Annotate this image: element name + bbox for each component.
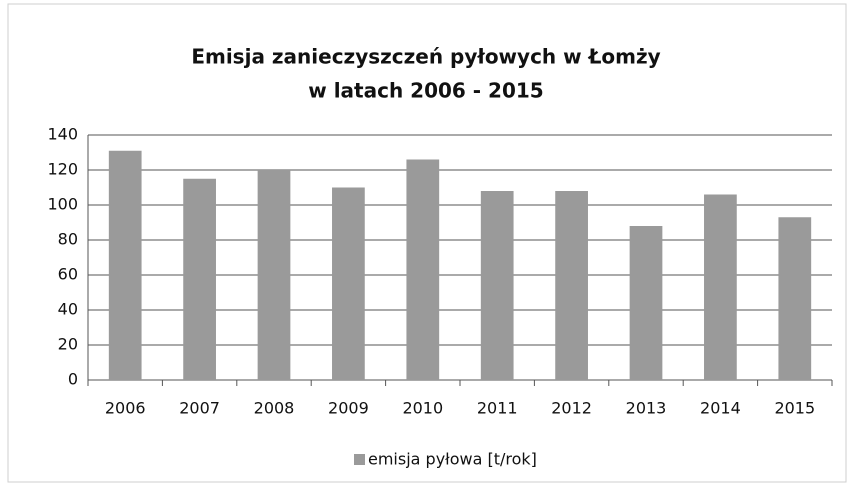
x-tick-label: 2013 xyxy=(626,399,667,418)
x-tick-label: 2015 xyxy=(774,399,815,418)
y-tick-label: 60 xyxy=(58,265,78,284)
legend-label: emisja pyłowa [t/rok] xyxy=(368,450,537,469)
y-tick-label: 0 xyxy=(68,370,78,389)
x-tick-label: 2014 xyxy=(700,399,741,418)
x-tick-label: 2010 xyxy=(402,399,443,418)
chart-title: w latach 2006 - 2015 xyxy=(308,79,543,103)
bar xyxy=(629,226,663,380)
x-tick-label: 2006 xyxy=(105,399,146,418)
bar xyxy=(704,194,737,380)
bar xyxy=(778,217,812,380)
x-tick-label: 2007 xyxy=(179,399,220,418)
x-tick-label: 2009 xyxy=(328,399,369,418)
bar xyxy=(555,191,588,380)
y-tick-label: 140 xyxy=(47,125,78,144)
bar xyxy=(332,187,365,380)
bar xyxy=(183,178,216,380)
bar xyxy=(406,159,440,380)
chart-title: Emisja zanieczyszczeń pyłowych w Łomży xyxy=(191,45,660,69)
bar xyxy=(480,191,514,380)
y-tick-label: 80 xyxy=(58,230,78,249)
bar xyxy=(257,170,291,380)
y-tick-label: 20 xyxy=(58,335,78,354)
bar xyxy=(108,150,142,380)
y-tick-label: 120 xyxy=(47,160,78,179)
x-tick-label: 2008 xyxy=(254,399,295,418)
x-tick-label: 2012 xyxy=(551,399,592,418)
x-tick-label: 2011 xyxy=(477,399,518,418)
legend-swatch xyxy=(354,454,365,465)
y-tick-label: 100 xyxy=(47,195,78,214)
y-tick-label: 40 xyxy=(58,300,78,319)
